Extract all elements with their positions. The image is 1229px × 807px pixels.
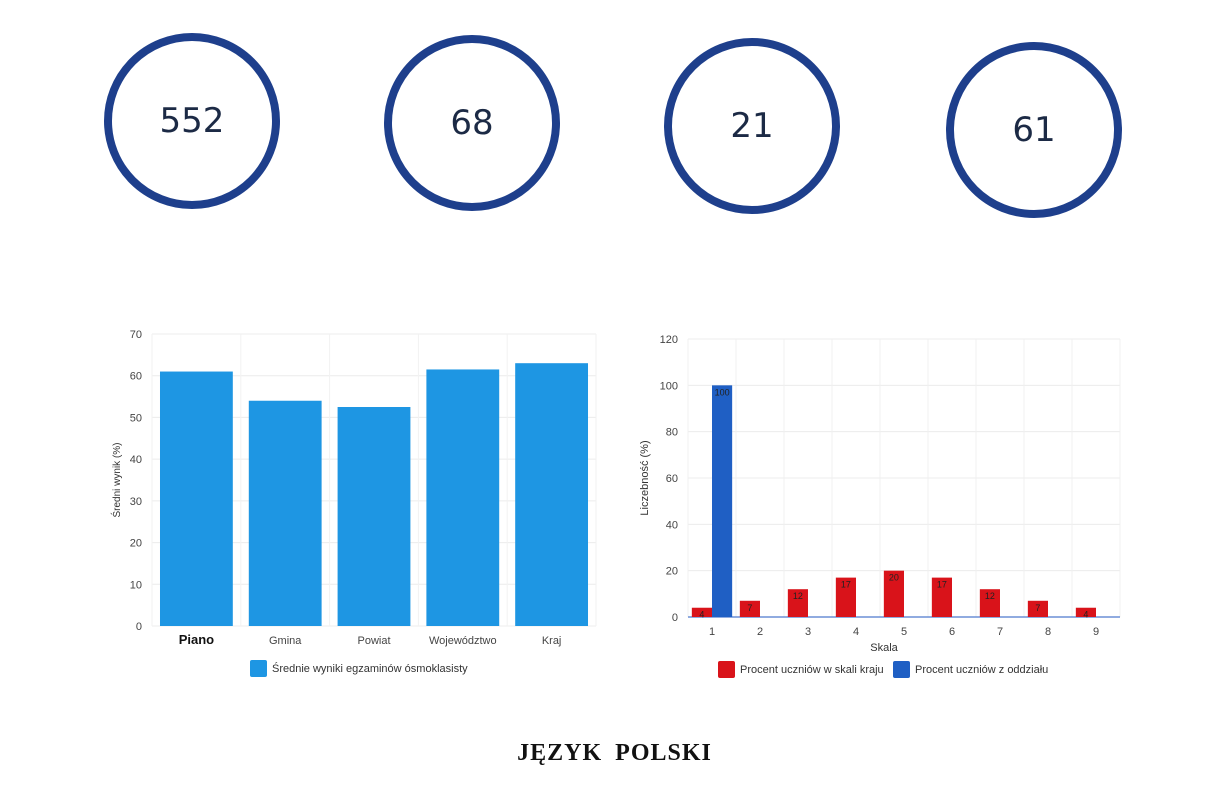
stat-value: 61 [1012,110,1056,150]
stat-circle: 61 [946,42,1122,218]
x-tick-label: 7 [997,626,1003,638]
data-label: 7 [1035,603,1040,613]
bar [159,371,233,626]
legend-label: Procent uczniów w skali kraju [740,664,884,676]
legend-label: Średnie wyniki egzaminów ósmoklasisty [272,662,468,675]
y-tick-label: 10 [130,579,142,591]
y-tick-label: 80 [666,427,678,439]
legend-swatch [718,661,735,678]
y-tick-label: 60 [666,473,678,485]
bar [883,570,904,617]
y-tick-label: 20 [130,538,142,550]
legend-swatch [250,660,267,677]
x-tick-label: Województwo [429,635,497,647]
y-tick-label: 40 [130,454,142,466]
stat-circle: 552 [104,33,280,209]
x-tick-label: Powiat [357,635,390,647]
stat-value: 68 [450,103,494,143]
bar [337,407,411,626]
bar [248,400,322,626]
data-label: 100 [715,387,730,397]
y-tick-label: 0 [136,621,142,633]
data-label: 20 [889,573,899,583]
bar [739,600,760,617]
stat-value: 21 [730,106,774,146]
x-tick-label: 1 [709,626,715,638]
x-tick-label: Kraj [542,635,562,647]
bar [979,589,1000,617]
x-tick-label: 5 [901,626,907,638]
x-tick-label: 3 [805,626,811,638]
data-label: 4 [1083,610,1088,620]
stat-value: 552 [159,101,225,141]
data-label: 4 [699,610,704,620]
bar [1027,600,1048,617]
y-axis-label: Liczebność (%) [639,440,651,515]
y-tick-label: 50 [130,412,142,424]
stat-circle: 68 [384,35,560,211]
x-tick-label: 2 [757,626,763,638]
x-axis-label: Skala [870,642,898,654]
bar [426,369,500,626]
bar [787,589,808,617]
data-label: 7 [747,603,752,613]
data-label: 12 [985,591,995,601]
subject-title: JĘZYK POLSKI [517,740,712,766]
data-label: 17 [937,580,947,590]
bar [1075,607,1096,617]
average-results-chart: 0 10 20 30 40 50 60 70 Piano Gmina Powiat Województ… [110,329,597,677]
y-tick-label: 60 [130,371,142,383]
y-tick-label: 0 [672,612,678,624]
x-tick-label: 8 [1045,626,1051,638]
bar [712,385,733,617]
data-label: 12 [793,591,803,601]
y-tick-label: 120 [660,334,678,346]
stats-row: 552 68 21 61 [0,0,1229,240]
x-tick-label: 4 [853,626,859,638]
data-label: 17 [841,580,851,590]
bar [835,577,856,617]
y-tick-label: 70 [130,329,142,341]
stat-circle: 21 [664,38,840,214]
x-tick-label: Piano [179,632,214,647]
legend-swatch [893,661,910,678]
x-tick-label: 6 [949,626,955,638]
bar [931,577,952,617]
bar [515,363,589,626]
x-tick-label: 9 [1093,626,1099,638]
bar [691,607,712,617]
y-axis-label: Średni wynik (%) [110,442,123,517]
y-tick-label: 20 [666,566,678,578]
legend-label: Procent uczniów z oddziału [915,664,1048,676]
y-tick-label: 100 [660,380,678,392]
y-tick-label: 40 [666,519,678,531]
x-tick-label: Gmina [269,635,302,647]
y-tick-label: 30 [130,496,142,508]
